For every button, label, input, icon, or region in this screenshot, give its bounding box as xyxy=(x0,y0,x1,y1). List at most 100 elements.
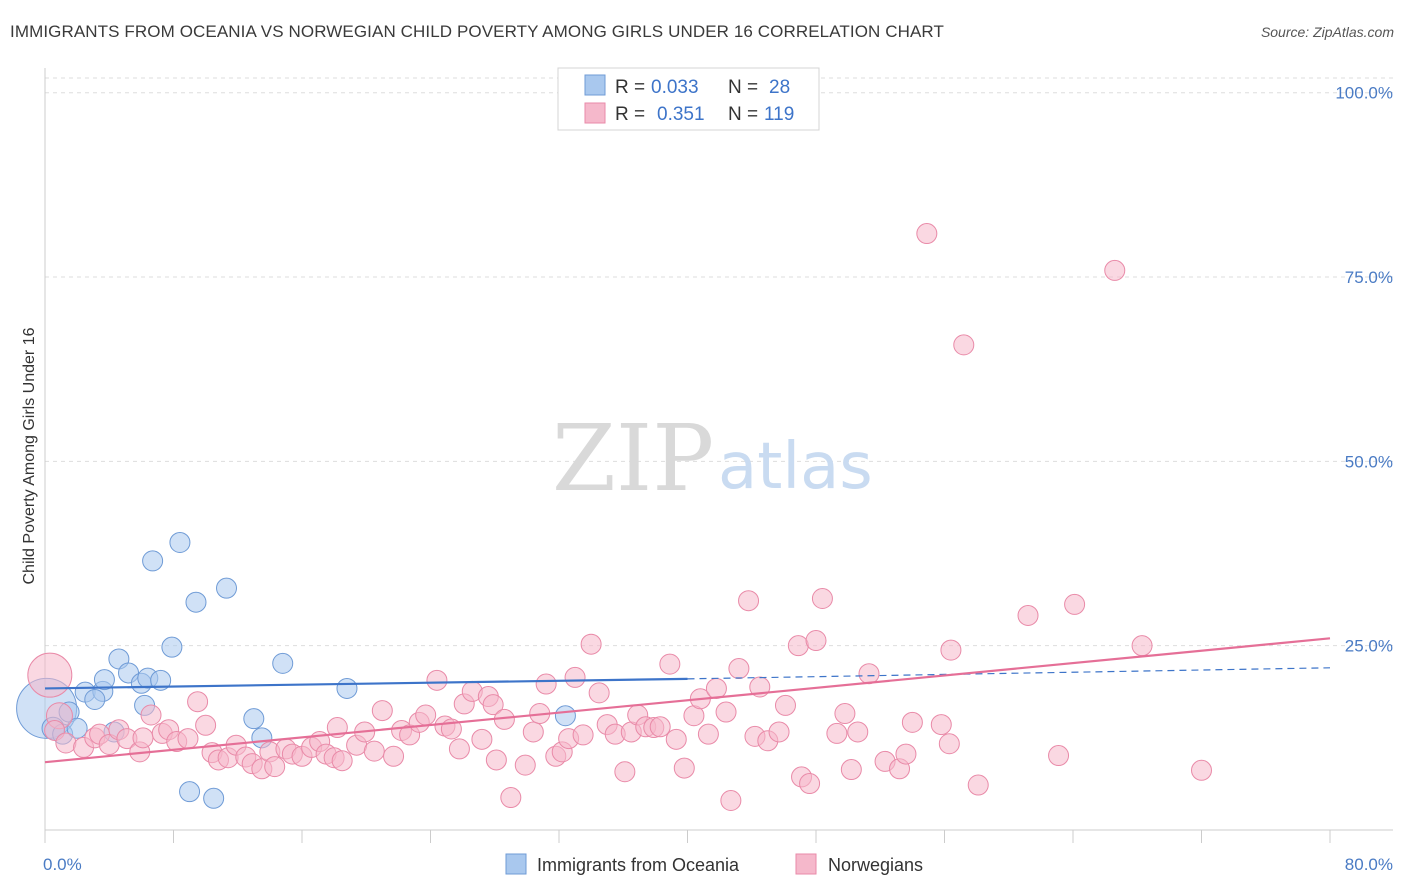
point-norwegians-116 xyxy=(1104,259,1126,281)
point-norwegians-40 xyxy=(371,700,393,722)
point-norwegians-93 xyxy=(787,635,809,657)
point-norwegians-41 xyxy=(383,745,405,767)
point-norwegians-106 xyxy=(901,711,923,733)
point-norwegians-52 xyxy=(471,728,493,750)
bottom-legend-swatch-oceania xyxy=(505,853,527,875)
point-norwegians-12 xyxy=(140,704,162,726)
point-norwegians-118 xyxy=(1191,759,1212,781)
point-norwegians-45 xyxy=(415,704,437,726)
point-norwegians-114 xyxy=(1048,745,1070,767)
point-norwegians-109 xyxy=(938,733,960,755)
legend-n-label-oceania: N = xyxy=(728,77,758,98)
point-norwegians-82 xyxy=(697,723,719,745)
source-label: Source: ZipAtlas.com xyxy=(1260,24,1394,40)
point-norwegians-71 xyxy=(614,761,636,783)
legend-r-value-oceania: 0.033 xyxy=(651,77,699,98)
point-norwegians-57 xyxy=(500,787,522,809)
point-norwegians-83 xyxy=(705,677,727,699)
point-norwegians-39 xyxy=(363,740,385,762)
point-norwegians-3 xyxy=(55,732,77,754)
watermark-zip: ZIP xyxy=(552,405,714,512)
y-axis-label: Child Poverty Among Girls Under 16 xyxy=(21,327,38,584)
legend-n-value-norwegians: 119 xyxy=(764,104,794,125)
point-norwegians-111 xyxy=(953,334,975,356)
point-norwegians-76 xyxy=(649,716,671,738)
point-norwegians-97 xyxy=(811,588,833,610)
point-oceania-17 xyxy=(185,591,207,613)
point-oceania-13 xyxy=(142,550,164,572)
point-norwegians-0 xyxy=(27,652,73,698)
point-norwegians-65 xyxy=(564,666,586,688)
point-norwegians-46 xyxy=(426,669,448,691)
point-norwegians-68 xyxy=(588,682,610,704)
point-norwegians-100 xyxy=(840,759,862,781)
point-norwegians-110 xyxy=(940,639,962,661)
point-norwegians-59 xyxy=(522,721,544,743)
point-oceania-25 xyxy=(336,677,358,699)
point-norwegians-102 xyxy=(858,663,880,685)
trend-line-1 xyxy=(44,637,1331,764)
point-norwegians-58 xyxy=(514,754,536,776)
bottom-legend-label-norwegians: Norwegians xyxy=(828,855,923,875)
legend-r-value-norwegians: 0.351 xyxy=(657,104,705,125)
gridlines xyxy=(45,77,1393,647)
point-oceania-15 xyxy=(161,636,183,658)
point-norwegians-96 xyxy=(805,630,827,652)
point-oceania-21 xyxy=(203,787,225,809)
y-tick-label-1: 50.0% xyxy=(1345,452,1393,471)
legend-swatch-norwegians xyxy=(584,102,606,124)
legend-swatch-oceania xyxy=(584,74,606,96)
y-tick-label-3: 100.0% xyxy=(1335,84,1393,103)
point-oceania-14 xyxy=(150,669,172,691)
point-oceania-20 xyxy=(179,781,201,803)
point-norwegians-108 xyxy=(930,714,952,736)
stats-legend: R = 0.033 N = 28 R = 0.351 N = 119 xyxy=(557,67,820,131)
point-oceania-4 xyxy=(66,717,88,739)
point-norwegians-77 xyxy=(659,653,681,675)
legend-r-label-oceania: R = xyxy=(615,77,645,98)
point-norwegians-86 xyxy=(728,658,750,680)
point-oceania-8 xyxy=(93,669,115,691)
bottom-legend: Immigrants from Oceania Norwegians xyxy=(505,853,923,875)
y-tick-label-0: 25.0% xyxy=(1345,637,1393,656)
trend-lines xyxy=(44,637,1331,764)
point-norwegians-115 xyxy=(1064,593,1086,615)
point-norwegians-17 xyxy=(187,691,209,713)
point-oceania-16 xyxy=(169,531,191,553)
data-points xyxy=(16,223,1212,812)
point-norwegians-107 xyxy=(916,223,938,245)
point-norwegians-49 xyxy=(448,738,470,760)
point-norwegians-101 xyxy=(847,721,869,743)
point-norwegians-84 xyxy=(715,701,737,723)
point-norwegians-98 xyxy=(826,722,848,744)
point-norwegians-66 xyxy=(572,724,594,746)
point-norwegians-85 xyxy=(720,790,742,812)
point-norwegians-78 xyxy=(665,728,687,750)
point-oceania-7 xyxy=(84,689,106,711)
bottom-legend-label-oceania: Immigrants from Oceania xyxy=(537,855,740,875)
point-norwegians-35 xyxy=(331,750,353,772)
point-norwegians-56 xyxy=(485,749,507,771)
x-tick-labels: 0.0% 80.0% xyxy=(43,855,1393,874)
point-norwegians-95 xyxy=(799,773,821,795)
legend-r-label-norwegians: R = xyxy=(615,104,645,125)
legend-n-label-norwegians: N = xyxy=(728,104,758,125)
point-oceania-22 xyxy=(243,708,265,730)
bottom-legend-swatch-norwegians xyxy=(795,853,817,875)
point-norwegians-112 xyxy=(967,774,989,796)
trend-line-0 xyxy=(44,677,688,690)
point-norwegians-61 xyxy=(535,673,557,695)
point-norwegians-54 xyxy=(482,694,504,716)
point-norwegians-99 xyxy=(834,703,856,725)
watermark-atlas: atlas xyxy=(718,430,873,504)
point-norwegians-117 xyxy=(1131,635,1153,657)
x-tick-label-1: 80.0% xyxy=(1345,855,1393,874)
y-tick-label-2: 75.0% xyxy=(1345,268,1393,287)
chart-title: IMMIGRANTS FROM OCEANIA VS NORWEGIAN CHI… xyxy=(10,22,944,41)
point-oceania-18 xyxy=(216,577,238,599)
point-norwegians-91 xyxy=(768,721,790,743)
legend-n-value-oceania: 28 xyxy=(769,77,790,98)
y-tick-labels: 25.0% 50.0% 75.0% 100.0% xyxy=(1335,84,1393,656)
point-norwegians-11 xyxy=(132,727,154,749)
point-norwegians-79 xyxy=(673,757,695,779)
